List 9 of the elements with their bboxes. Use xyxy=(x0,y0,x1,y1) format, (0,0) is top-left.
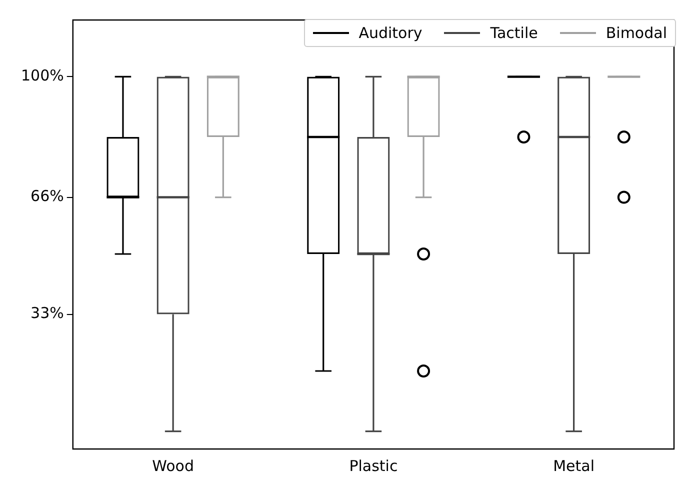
x-tick-label: Plastic xyxy=(349,456,398,475)
legend-label: Bimodal xyxy=(606,24,667,42)
x-tick-label: Wood xyxy=(152,456,194,475)
legend-label: Auditory xyxy=(358,24,422,42)
x-tick-label: Metal xyxy=(553,456,595,475)
y-tick-label: 100% xyxy=(20,66,64,85)
y-tick-label: 33% xyxy=(30,304,64,322)
legend-label: Tactile xyxy=(490,24,538,42)
y-tick-label: 66% xyxy=(30,187,64,206)
